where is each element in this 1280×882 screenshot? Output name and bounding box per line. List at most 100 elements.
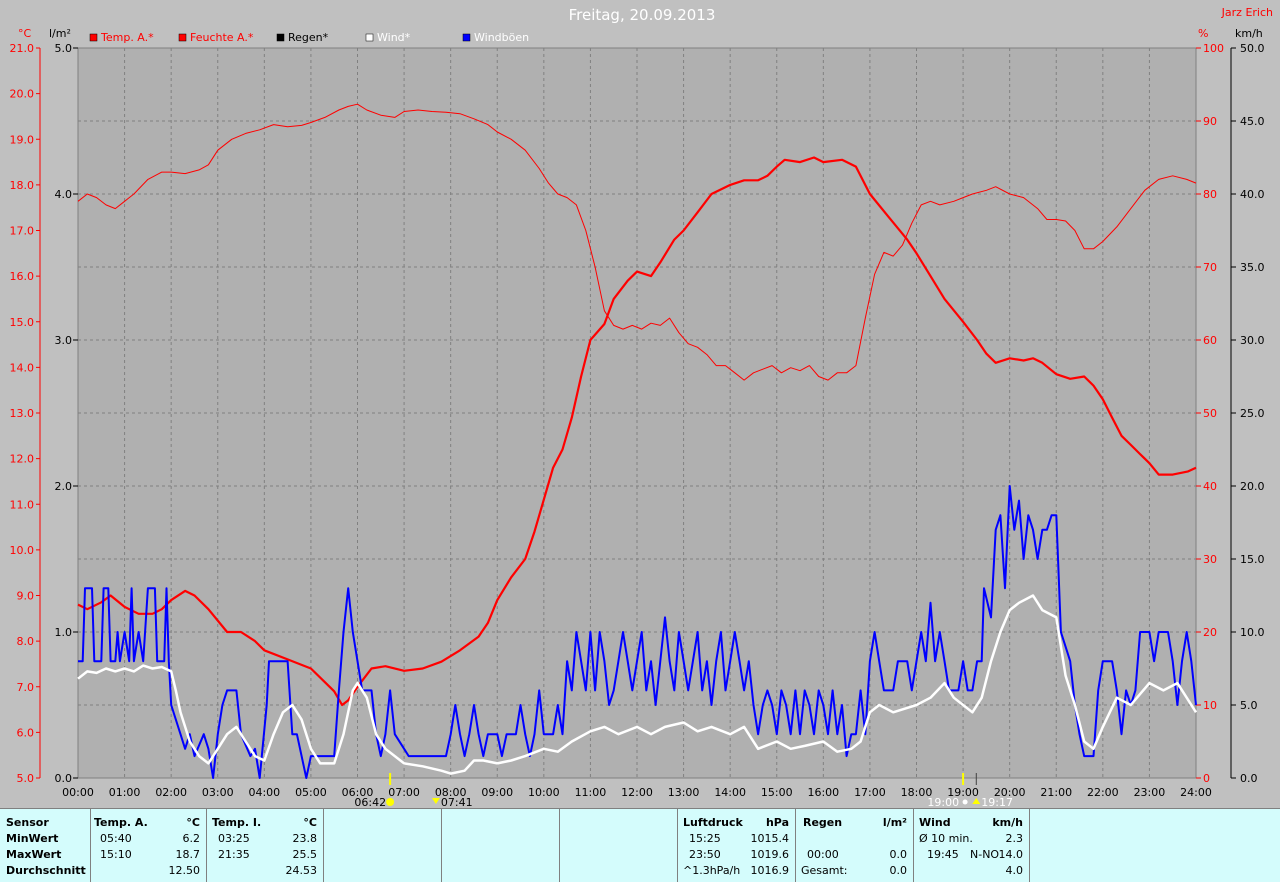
- stats-temp-i-panel: Temp. I. °C 03:25 23.8 21:35 25.5 24.53: [206, 809, 324, 882]
- time-tick-label: 16:00: [807, 786, 839, 799]
- stats-cell: 15:25: [689, 832, 721, 845]
- light-end-icon: [431, 798, 440, 804]
- time-tick-label: 10:00: [528, 786, 560, 799]
- series-line-wind: [77, 594, 1198, 775]
- stats-wind-panel: Wind km/h Ø 10 min. 2.3 19:45 N-NO 14.0 …: [913, 809, 1030, 882]
- stats-temp-a-unit: °C: [186, 816, 200, 829]
- stats-cell: Ø 10 min.: [919, 832, 973, 845]
- stats-cell: 00:00: [807, 848, 839, 861]
- temp-tick-label: 11.0: [10, 498, 35, 511]
- time-tick-label: 18:00: [901, 786, 933, 799]
- time-tick-label: 06:00: [342, 786, 374, 799]
- author-label: Jarz Erich: [1221, 6, 1273, 19]
- time-tick-label: 00:00: [62, 786, 94, 799]
- time-tick-label: 04:00: [248, 786, 280, 799]
- time-tick-label: 02:00: [155, 786, 187, 799]
- temp-tick-label: 10.0: [10, 544, 35, 557]
- series-line-windben: [78, 485, 1197, 779]
- stats-cell: 12.50: [168, 864, 201, 877]
- legend-label: Feuchte A.*: [190, 31, 254, 44]
- legend-label: Regen*: [288, 31, 329, 44]
- stats-empty-panel: [323, 809, 442, 882]
- stats-cell: Gesamt:: [801, 864, 848, 877]
- axes: 21.0 20.0 19.0 18.0 17.0 16.0 15.0 14.0 13.0 12.0…: [10, 42, 1265, 799]
- sun-markers: 06:42 07:41 19:00 19:17: [354, 773, 1013, 808]
- stats-cell: 23:50: [689, 848, 721, 861]
- temp-tick-label: 12.0: [10, 453, 35, 466]
- humidity-tick-label: 40: [1203, 480, 1217, 493]
- rain-unit-label: l/m²: [49, 27, 71, 40]
- stats-pressure-header: Luftdruck: [683, 816, 743, 829]
- stats-table: Sensor MinWert MaxWert Durchschnitt Temp…: [0, 808, 1280, 882]
- temp-tick-label: 14.0: [10, 361, 35, 374]
- stats-temp-i-header: Temp. I.: [212, 816, 262, 829]
- stats-wind-header: Wind: [919, 816, 951, 829]
- time-tick-label: 01:00: [109, 786, 141, 799]
- temp-tick-label: 13.0: [10, 407, 35, 420]
- stats-cell: 0.0: [889, 848, 908, 861]
- stats-cell: 14.0: [998, 848, 1024, 861]
- legend-label: Windböen: [474, 31, 529, 44]
- humidity-tick-label: 20: [1203, 626, 1217, 639]
- stats-pressure-panel: Luftdruck hPa 15:25 1015.4 23:50 1019.6 …: [677, 809, 796, 882]
- light-start-label: 19:00: [927, 796, 959, 808]
- time-tick-label: 23:00: [1134, 786, 1166, 799]
- stats-temp-i-unit: °C: [303, 816, 317, 829]
- light-end-label: 07:41: [441, 796, 473, 808]
- wind-tick-label: 30.0: [1240, 334, 1265, 347]
- rain-tick-label: 5.0: [55, 42, 73, 55]
- legend-swatch: [276, 33, 285, 42]
- stats-cell: 1016.9: [750, 864, 790, 877]
- humidity-tick-label: 10: [1203, 699, 1217, 712]
- stats-row-label: MinWert: [6, 832, 59, 845]
- humidity-tick-label: 60: [1203, 334, 1217, 347]
- stats-cell: 0.0: [889, 864, 908, 877]
- stats-cell: 25.5: [292, 848, 318, 861]
- humidity-unit-label: %: [1198, 27, 1208, 40]
- stats-cell: 4.0: [1005, 864, 1024, 877]
- time-tick-label: 19:00: [947, 786, 979, 799]
- stats-row-label: MaxWert: [6, 848, 62, 861]
- temp-tick-label: 20.0: [10, 88, 35, 101]
- rain-tick-label: 4.0: [55, 188, 73, 201]
- stats-cell: ^1.3hPa/h: [683, 864, 741, 877]
- rain-tick-label: 3.0: [55, 334, 73, 347]
- time-tick-label: 13:00: [668, 786, 700, 799]
- stats-rain-unit: l/m²: [882, 816, 907, 829]
- stats-cell: 18.7: [175, 848, 201, 861]
- rain-tick-label: 2.0: [55, 480, 73, 493]
- stats-temp-a-header: Temp. A.: [94, 816, 148, 829]
- time-tick-label: 24:00: [1180, 786, 1212, 799]
- time-tick-label: 03:00: [202, 786, 234, 799]
- weather-chart: 21.0 20.0 19.0 18.0 17.0 16.0 15.0 14.0 13.0 12.0…: [10, 6, 1274, 808]
- stats-sensor-panel: Sensor MinWert MaxWert Durchschnitt: [0, 809, 91, 882]
- legend-label: Wind*: [377, 31, 411, 44]
- humidity-tick-label: 80: [1203, 188, 1217, 201]
- wind-tick-label: 25.0: [1240, 407, 1265, 420]
- legend-swatch: [178, 33, 187, 42]
- humidity-tick-label: 0: [1203, 772, 1210, 785]
- temp-tick-label: 18.0: [10, 179, 35, 192]
- series-line-feuchtea: [77, 103, 1197, 381]
- stats-sensor-header: Sensor: [6, 816, 49, 829]
- time-tick-label: 15:00: [761, 786, 793, 799]
- stats-cell: 24.53: [285, 864, 318, 877]
- stats-wind-unit: km/h: [992, 816, 1023, 829]
- wind-tick-label: 15.0: [1240, 553, 1265, 566]
- sunset-label: 19:17: [981, 796, 1013, 808]
- stats-rain-header: Regen: [803, 816, 843, 829]
- time-tick-label: 05:00: [295, 786, 327, 799]
- time-tick-label: 21:00: [1040, 786, 1072, 799]
- rain-tick-label: 0.0: [55, 772, 73, 785]
- time-tick-label: 12:00: [621, 786, 653, 799]
- sun-icon: [386, 798, 395, 806]
- series: [77, 103, 1198, 779]
- stats-cell: N-NO: [970, 848, 1000, 861]
- stats-cell: 05:40: [100, 832, 132, 845]
- time-tick-label: 11:00: [575, 786, 607, 799]
- legend-swatch: [462, 33, 471, 42]
- time-tick-label: 17:00: [854, 786, 886, 799]
- time-tick-label: 08:00: [435, 786, 467, 799]
- rain-tick-label: 1.0: [55, 626, 73, 639]
- temp-tick-label: 9.0: [17, 590, 35, 603]
